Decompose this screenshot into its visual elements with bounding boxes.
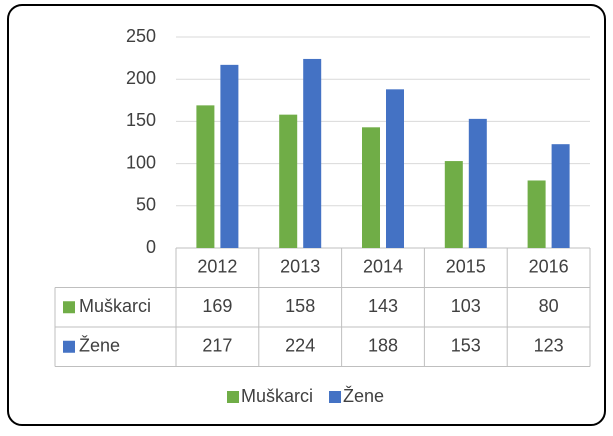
legend-label: Žene (343, 386, 384, 406)
bar (527, 180, 546, 248)
table-value: 224 (285, 336, 315, 356)
table-value: 158 (285, 296, 315, 316)
table-row-label: Žene (79, 336, 120, 356)
y-tick-label: 50 (136, 195, 156, 215)
bar (279, 114, 298, 248)
x-tick-label: 2015 (446, 257, 486, 277)
legend-label: Muškarci (241, 386, 313, 406)
table-legend-key (63, 301, 75, 314)
y-tick-label: 250 (126, 26, 156, 46)
table-row-label: Muškarci (79, 296, 151, 316)
bar (220, 64, 239, 249)
y-tick-label: 0 (146, 237, 156, 257)
x-tick-label: 2012 (197, 257, 237, 277)
bar (551, 144, 570, 248)
table-legend-key (63, 340, 75, 353)
table-value: 217 (202, 336, 232, 356)
bar (362, 127, 380, 248)
table-value: 123 (534, 336, 564, 356)
table-value: 188 (368, 336, 398, 356)
x-tick-label: 2016 (529, 257, 569, 277)
bar (196, 105, 215, 248)
legend-key (329, 391, 342, 403)
table-value: 169 (202, 296, 232, 316)
table-value: 103 (451, 296, 481, 316)
y-tick-label: 100 (126, 152, 156, 172)
x-tick-label: 2014 (363, 257, 403, 277)
bar (386, 89, 404, 248)
bar (444, 161, 463, 248)
y-tick-label: 200 (126, 68, 156, 88)
table-value: 143 (368, 296, 398, 316)
bar (303, 58, 322, 248)
bar (468, 118, 487, 248)
legend-key (227, 391, 239, 403)
y-tick-label: 150 (126, 110, 156, 130)
table-value: 153 (451, 336, 481, 356)
x-tick-label: 2013 (280, 257, 320, 277)
table-value: 80 (539, 296, 559, 316)
